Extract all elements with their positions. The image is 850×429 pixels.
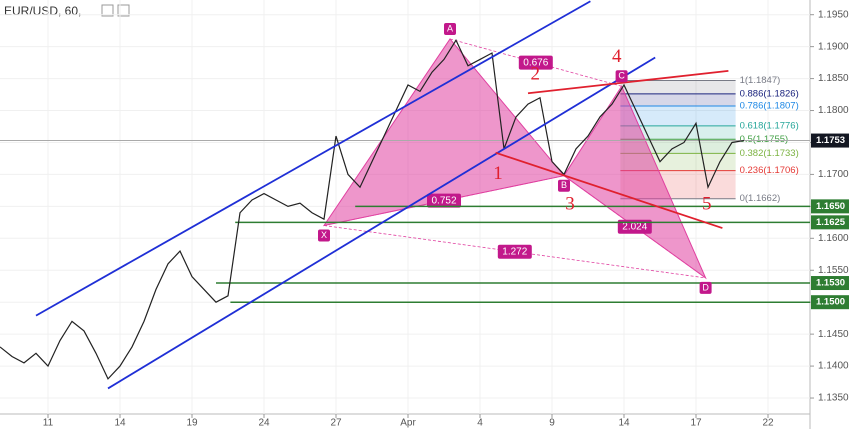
- x-tick-label: 4: [477, 418, 483, 429]
- y-tick-label: 1.1550: [818, 265, 849, 276]
- x-tick-label: 9: [549, 418, 555, 429]
- fib-label: 1(1.1847): [740, 75, 781, 86]
- point-box: [558, 179, 570, 192]
- y-tick-label: 1.1350: [818, 393, 849, 404]
- price-series: [0, 38, 745, 380]
- fib-label: 0.382(1.1733): [740, 148, 799, 159]
- point-box: [444, 22, 456, 35]
- y-tick-label: 1.1900: [818, 41, 849, 52]
- trendline: [35, 0, 591, 317]
- price-label-box: [811, 199, 849, 214]
- x-tick-label: 14: [114, 418, 126, 429]
- y-tick-label: 1.1800: [818, 105, 849, 116]
- x-tick-label: 14: [618, 418, 630, 429]
- point-label: A: [447, 23, 453, 33]
- point-label: X: [321, 230, 327, 240]
- price-label: 1.1753: [816, 135, 845, 146]
- y-tick-label: 1.1850: [818, 73, 849, 84]
- fib-band: [620, 106, 736, 126]
- price-label: 1.1500: [816, 297, 845, 308]
- chart-title: EUR/USD, 60,: [4, 4, 81, 18]
- x-tick-label: 22: [762, 418, 774, 429]
- trendline: [107, 56, 656, 390]
- price-label-box: [811, 276, 849, 291]
- point-label: B: [561, 180, 567, 190]
- ratio-label: 0.676: [523, 57, 548, 68]
- fib-label: 0(1.1662): [740, 193, 781, 204]
- price-label: 1.1625: [816, 217, 846, 228]
- wave-label: 4: [612, 46, 622, 67]
- fib-band: [620, 80, 736, 94]
- point-label: C: [618, 71, 625, 81]
- wave-label: 5: [702, 193, 712, 214]
- trendline: [527, 70, 729, 95]
- x-tick-label: 19: [186, 418, 198, 429]
- x-tick-label: 11: [43, 418, 54, 429]
- fib-label: 0.786(1.1807): [740, 101, 799, 112]
- x-tick-label: 27: [330, 418, 342, 429]
- price-label-box: [811, 295, 849, 310]
- wave-label: 2: [530, 64, 540, 85]
- point-box: [615, 70, 628, 83]
- y-tick-label: 1.1600: [818, 233, 849, 244]
- ratio-label: 2.024: [622, 221, 647, 232]
- icon[interactable]: [101, 4, 114, 17]
- ratio-label: 1.272: [502, 246, 527, 257]
- fib-label: 0.886(1.1826): [740, 88, 799, 99]
- x-tick-label: 17: [690, 418, 702, 429]
- x-tick-label: 24: [258, 418, 270, 429]
- fib-band: [620, 93, 736, 107]
- price-label: 1.1650: [816, 201, 845, 212]
- point-label: D: [702, 282, 709, 292]
- x-tick-label: Apr: [400, 418, 416, 429]
- fib-label: 0.5(1.1755): [740, 134, 789, 145]
- y-tick-label: 1.1700: [818, 169, 849, 180]
- wave-label: 3: [565, 193, 575, 214]
- point-box: [699, 281, 712, 294]
- fib-label: 0.236(1.1706): [740, 165, 799, 176]
- icon[interactable]: [117, 4, 130, 17]
- y-tick-label: 1.1950: [818, 9, 849, 20]
- wave-label: 1: [493, 163, 503, 184]
- ratio-label: 0.752: [431, 195, 456, 206]
- ratio-box: [497, 244, 532, 259]
- y-tick-label: 1.1450: [818, 329, 849, 340]
- fib-band: [620, 125, 736, 140]
- point-box: [318, 229, 330, 242]
- ratio-box: [617, 219, 652, 234]
- fib-label: 0.618(1.1776): [740, 120, 799, 131]
- y-tick-label: 1.1400: [818, 361, 849, 372]
- ratio-box: [518, 55, 553, 70]
- price-label-box: [811, 133, 849, 148]
- price-label-box: [811, 215, 849, 230]
- price-label: 1.1530: [816, 278, 845, 289]
- trendline: [495, 151, 723, 229]
- ratio-box: [427, 193, 461, 208]
